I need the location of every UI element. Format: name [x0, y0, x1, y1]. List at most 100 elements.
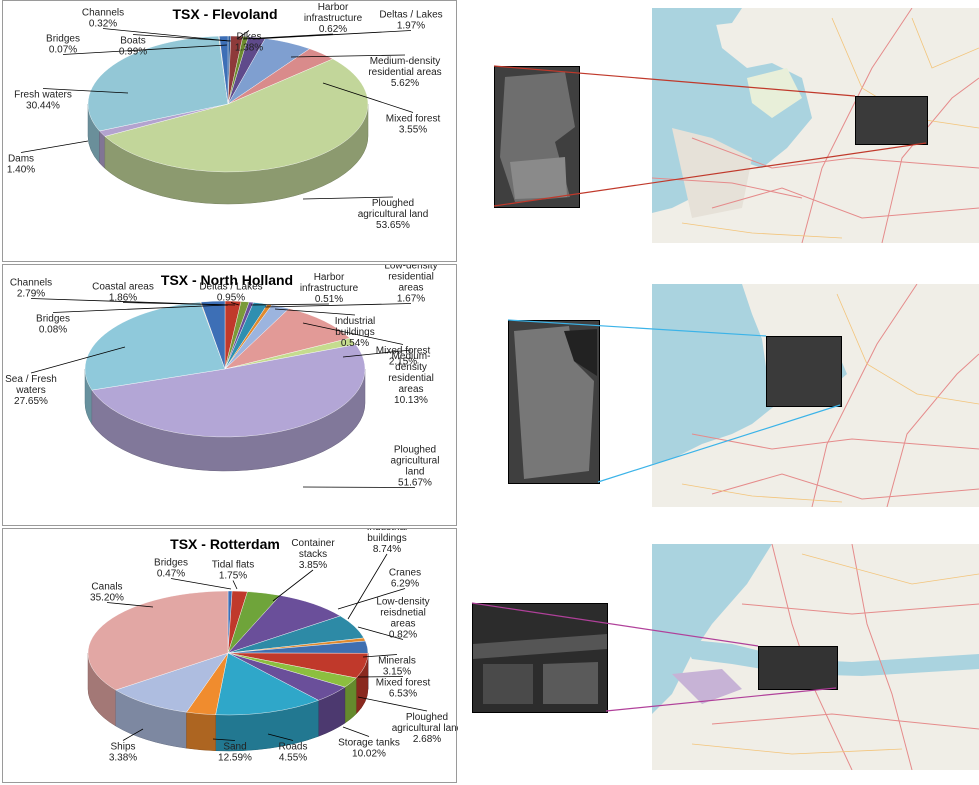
slice-label-line: Minerals [378, 656, 416, 667]
slice-label-medium-density: Medium-density residential areas 5.62% [368, 56, 441, 89]
rotterdam-location-map [652, 543, 979, 771]
slice-label-boats: Boats 0.99% [119, 36, 147, 58]
slice-label-deltas-lakes: Deltas / Lakes 1.97% [379, 10, 442, 32]
slice-label-line: 3.38% [109, 753, 137, 764]
rotterdam-chart-panel: TSX - Rotterdam Industrialbuildings8.74%… [2, 528, 458, 783]
slice-label-line: 1.97% [397, 21, 425, 32]
slice-label-line: reisdnetial [380, 608, 426, 619]
slice-label-ploughed: Ploughed agricultural land 2.68% [392, 712, 458, 745]
slice-label-line: 2.79% [17, 289, 45, 300]
slice-label-line: residential [388, 373, 434, 384]
leader-line [302, 322, 404, 345]
slice-label-deltas-lakes: Deltas / Lakes 0.95% [199, 282, 262, 304]
leader-line [274, 308, 356, 316]
slice-label-line: residential areas [368, 67, 441, 78]
slice-label-line: Low-density [376, 597, 429, 608]
leader-line [42, 88, 129, 94]
slice-label-line: Sea / Fresh [5, 374, 57, 385]
rotterdam-pie-chart: TSX - Rotterdam Industrialbuildings8.74%… [87, 529, 458, 764]
pie-slice-sand [215, 652, 319, 716]
slice-label-line: density [395, 362, 427, 373]
slice-label-storage-tanks: Storage tanks 10.02% [338, 738, 400, 760]
slice-label-line: 51.67% [398, 478, 432, 489]
slice-label-bridges: Bridges 0.08% [36, 314, 70, 336]
slice-label-line: areas [398, 283, 423, 294]
slice-label-line: stacks [299, 549, 327, 560]
slice-label-line: 0.51% [315, 294, 343, 305]
leader-line [250, 303, 330, 306]
leader-line [20, 140, 89, 153]
slice-label-line: 0.99% [119, 47, 147, 58]
slice-label-line: waters [15, 385, 45, 396]
slice-label-line: 0.82% [389, 630, 417, 641]
pie-slice-medium-density-residential-areas [224, 308, 351, 370]
slice-label-line: buildings [367, 533, 406, 544]
slice-label-line: Roads [279, 742, 308, 753]
slice-label-line: Fresh waters [14, 90, 72, 101]
leader-line [132, 34, 232, 42]
north-holland-pie-chart: TSX - North Holland Channels 2.79% Coastal… [5, 265, 439, 489]
leader-line [302, 196, 394, 200]
slice-label-line: Coastal areas [92, 282, 154, 293]
flevoland-pie-chart: TSX - Flevoland Channels 0.32%Bridges 0.07… [7, 2, 443, 231]
pie-slice-fresh-waters [87, 35, 229, 132]
slice-label-cranes: Cranes 6.29% [389, 568, 421, 590]
north-holland-chart-panel: TSX - North Holland Channels 2.79% Coastal… [2, 264, 457, 526]
slice-label-line: Harbor [318, 2, 349, 13]
slice-label-line: Channels [10, 278, 52, 289]
leader-line [170, 578, 232, 590]
slice-label-line: 0.47% [157, 569, 185, 580]
slice-label-line: 1.38% [235, 43, 263, 54]
pie-slice-ploughed-agricultural-land [91, 344, 366, 438]
slice-label-harbor: Harbor infrastructure 0.51% [300, 272, 359, 305]
leader-line [342, 349, 412, 358]
slice-label-sea-fresh: Sea / Fresh waters 27.65% [5, 374, 57, 407]
leader-line [272, 569, 314, 602]
slice-label-line: infrastructure [300, 283, 359, 294]
slice-label-line: 1.40% [7, 165, 35, 176]
slice-label-line: 53.65% [376, 220, 410, 231]
slice-label-channels: Channels 0.32% [82, 8, 124, 30]
slice-label-line: Ploughed [406, 712, 448, 723]
chart-title: TSX - Flevoland [172, 6, 277, 22]
pie-slice-sea-fresh-waters [84, 301, 226, 391]
slice-label-line: 1.86% [109, 293, 137, 304]
slice-label-line: 0.32% [89, 19, 117, 30]
slice-label-line: 6.29% [391, 579, 419, 590]
slice-label-line: 35.20% [90, 593, 124, 604]
slice-label-line: 30.44% [26, 101, 60, 112]
slice-label-line: Deltas / Lakes [199, 282, 262, 293]
slice-label-medium: Medium-density residential areas 10.13% [388, 351, 434, 406]
slice-label-low-density: Low-density reisdnetial areas 0.82% [376, 597, 429, 641]
chart-title: TSX - North Holland [161, 272, 293, 288]
pie-slice-storage-tanks [115, 652, 229, 713]
north-holland-sar-image [508, 320, 600, 484]
slice-label-line: 0.54% [341, 338, 369, 349]
slice-label-line: Dams [8, 154, 34, 165]
slice-label-line: areas [398, 384, 423, 395]
slice-label-low-density: Low-density residential areas 1.67% [384, 265, 437, 305]
slice-label-line: 6.53% [389, 689, 417, 700]
slice-label-line: Industrial [335, 316, 376, 327]
slice-label-line: 12.59% [218, 753, 252, 764]
leader-line [337, 588, 406, 610]
slice-label-line: Tidal flats [212, 560, 254, 571]
slice-label-container: Container stacks 3.85% [291, 538, 335, 571]
leader-line [230, 302, 240, 306]
leader-line [267, 733, 294, 741]
leader-line [52, 304, 228, 313]
slice-label-line: 3.15% [383, 667, 411, 678]
slice-label-line: residential [388, 272, 434, 283]
slice-label-line: 10.02% [352, 749, 386, 760]
slice-label-mixed-forest: Mixed forest 3.55% [386, 114, 441, 136]
slice-label-line: Deltas / Lakes [379, 10, 442, 21]
sar-footprint [855, 96, 928, 145]
slice-label-line: 0.07% [49, 45, 77, 56]
slice-label-line: 2.15% [389, 357, 417, 368]
slice-label-line: Cranes [389, 568, 421, 579]
leader-line [362, 654, 398, 658]
slice-label-bridges: Bridges 0.47% [154, 558, 188, 580]
slice-label-line: Ships [110, 742, 135, 753]
slice-label-line: 8.74% [373, 544, 401, 555]
slice-label-line: Mixed forest [386, 114, 441, 125]
